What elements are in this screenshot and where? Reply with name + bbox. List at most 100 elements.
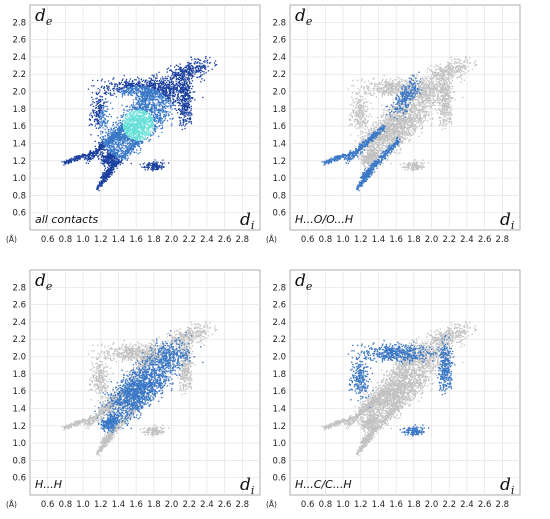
scatter-point xyxy=(100,96,102,98)
scatter-point xyxy=(168,86,170,88)
scatter-point xyxy=(153,83,155,85)
scatter-point xyxy=(129,116,132,118)
scatter-point xyxy=(107,129,109,131)
scatter-point xyxy=(141,108,144,110)
scatter-point xyxy=(158,104,160,107)
scatter-point xyxy=(110,148,113,150)
scatter-point xyxy=(109,137,111,139)
scatter-point xyxy=(93,152,95,155)
scatter-point xyxy=(141,101,143,104)
scatter-point xyxy=(101,139,103,142)
scatter-point xyxy=(187,73,190,75)
scatter-point xyxy=(169,92,171,94)
scatter-point xyxy=(138,98,140,100)
scatter-point xyxy=(144,91,146,93)
scatter-point xyxy=(126,140,128,142)
scatter-point xyxy=(111,150,113,152)
scatter-point xyxy=(106,173,108,175)
scatter-point xyxy=(157,118,159,120)
scatter-point xyxy=(110,157,112,160)
scatter-point xyxy=(180,109,182,111)
scatter-point xyxy=(180,67,182,69)
scatter-point xyxy=(161,124,163,126)
scatter-point xyxy=(154,87,157,89)
scatter-point xyxy=(136,124,138,127)
scatter-point xyxy=(107,162,109,165)
scatter-point xyxy=(143,121,145,123)
scatter-point xyxy=(125,116,127,118)
scatter-point xyxy=(121,156,124,159)
scatter-point xyxy=(115,156,117,158)
scatter-point xyxy=(147,134,150,136)
scatter-point xyxy=(139,141,141,143)
scatter-point xyxy=(97,121,99,123)
scatter-point xyxy=(105,93,107,96)
scatter-point xyxy=(76,155,78,157)
scatter-point xyxy=(145,138,147,140)
scatter-point xyxy=(175,87,177,89)
scatter-point xyxy=(120,135,122,138)
scatter-point xyxy=(109,173,111,175)
scatter-point xyxy=(108,147,110,149)
scatter-point xyxy=(146,164,149,166)
scatter-point xyxy=(99,101,102,103)
scatter-point xyxy=(182,118,184,120)
scatter-point xyxy=(103,181,105,183)
scatter-point xyxy=(97,184,99,186)
scatter-point xyxy=(122,90,124,93)
scatter-point xyxy=(145,109,147,111)
scatter-point xyxy=(119,141,121,143)
scatter-point xyxy=(177,65,179,68)
scatter-point xyxy=(112,125,114,127)
scatter-point xyxy=(100,80,103,82)
scatter-point xyxy=(98,99,100,101)
scatter-point xyxy=(128,134,131,137)
scatter-point xyxy=(117,132,120,134)
scatter-point xyxy=(132,142,134,144)
scatter-point xyxy=(175,88,177,90)
scatter-point xyxy=(90,112,92,114)
scatter-point xyxy=(153,165,156,167)
scatter-point xyxy=(129,122,131,124)
scatter-point xyxy=(149,85,151,87)
scatter-point xyxy=(102,116,105,118)
scatter-point xyxy=(117,146,119,148)
scatter-point xyxy=(131,127,134,129)
scatter-point xyxy=(177,99,179,101)
scatter-point xyxy=(112,153,114,155)
scatter-point xyxy=(181,107,184,110)
scatter-point xyxy=(159,102,161,104)
scatter-point xyxy=(172,102,174,104)
scatter-point xyxy=(157,88,159,91)
scatter-point xyxy=(117,124,119,126)
scatter-point xyxy=(179,98,181,100)
scatter-point xyxy=(165,105,167,107)
scatter-point xyxy=(148,100,150,102)
scatter-point xyxy=(171,108,173,110)
scatter-point xyxy=(168,114,170,116)
scatter-point xyxy=(128,131,130,133)
scatter-point xyxy=(148,97,151,99)
scatter-point xyxy=(124,145,126,147)
scatter-point xyxy=(136,114,138,116)
scatter-point xyxy=(102,178,104,180)
scatter-point xyxy=(161,101,163,103)
scatter-point xyxy=(107,143,109,145)
scatter-point xyxy=(128,84,130,86)
scatter-point xyxy=(96,118,99,120)
scatter-point xyxy=(161,84,163,86)
scatter-point xyxy=(105,110,107,113)
scatter-point xyxy=(126,84,128,87)
scatter-point xyxy=(107,167,110,170)
scatter-point xyxy=(111,140,113,142)
scatter-point xyxy=(106,145,109,147)
scatter-point xyxy=(90,104,92,106)
scatter-point xyxy=(79,155,81,157)
scatter-point xyxy=(173,88,175,91)
scatter-point xyxy=(154,125,156,127)
scatter-point xyxy=(120,81,123,83)
scatter-point xyxy=(158,85,160,87)
scatter-point xyxy=(104,125,107,127)
scatter-point xyxy=(192,65,194,67)
scatter-point xyxy=(182,85,184,87)
